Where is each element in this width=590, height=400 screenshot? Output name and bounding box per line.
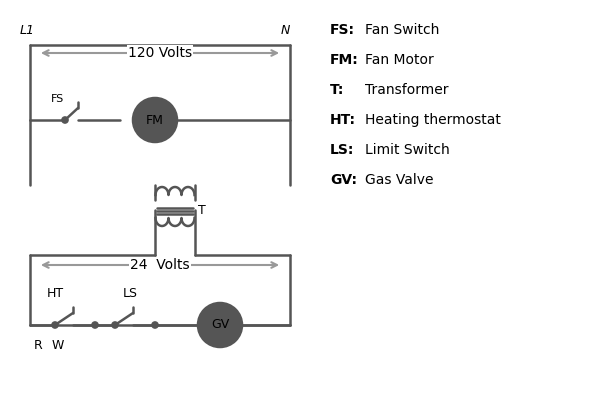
- Text: FS:: FS:: [330, 23, 355, 37]
- Text: T: T: [198, 204, 206, 216]
- Text: LS:: LS:: [330, 143, 355, 157]
- Text: FM: FM: [146, 114, 164, 126]
- Text: W: W: [52, 339, 64, 352]
- Text: Transformer: Transformer: [365, 83, 448, 97]
- Text: 120 Volts: 120 Volts: [128, 46, 192, 60]
- Text: Fan Motor: Fan Motor: [365, 53, 434, 67]
- Text: GV:: GV:: [330, 173, 357, 187]
- Text: HT: HT: [47, 287, 64, 300]
- Circle shape: [62, 117, 68, 123]
- Text: R: R: [34, 339, 42, 352]
- Circle shape: [198, 303, 242, 347]
- Text: 24  Volts: 24 Volts: [130, 258, 190, 272]
- Text: LS: LS: [123, 287, 137, 300]
- Circle shape: [92, 322, 98, 328]
- Text: Heating thermostat: Heating thermostat: [365, 113, 501, 127]
- Text: N: N: [280, 24, 290, 37]
- Circle shape: [133, 98, 177, 142]
- Text: FS: FS: [51, 94, 65, 104]
- Circle shape: [52, 322, 58, 328]
- Text: L1: L1: [20, 24, 35, 37]
- Circle shape: [112, 322, 118, 328]
- Circle shape: [152, 322, 158, 328]
- Text: T:: T:: [330, 83, 345, 97]
- Text: FM:: FM:: [330, 53, 359, 67]
- Text: Fan Switch: Fan Switch: [365, 23, 440, 37]
- Text: Limit Switch: Limit Switch: [365, 143, 450, 157]
- Text: Gas Valve: Gas Valve: [365, 173, 434, 187]
- Text: HT:: HT:: [330, 113, 356, 127]
- Text: GV: GV: [211, 318, 229, 332]
